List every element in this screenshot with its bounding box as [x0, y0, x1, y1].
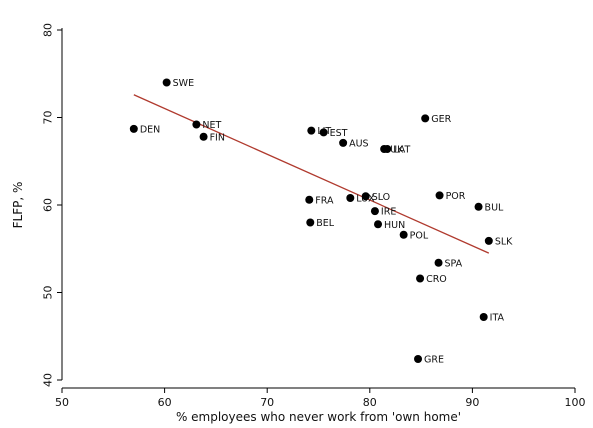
point-bel [306, 218, 315, 227]
point-ire [370, 207, 379, 216]
y-tick-label: 40 [42, 373, 55, 387]
x-tick-label: 50 [55, 396, 69, 409]
x-tick-label: 90 [465, 396, 479, 409]
point-label-bul: BUL [485, 202, 504, 213]
y-axis-title: FLFP, % [11, 182, 25, 229]
y-tick-label: 80 [42, 23, 55, 37]
point-ita [479, 313, 488, 321]
point-label-pol: POL [410, 230, 429, 241]
point-label-aus: AUS [349, 138, 368, 149]
point-label-slo: SLO [372, 192, 390, 203]
point-den [129, 124, 138, 133]
point-label-ger: GER [431, 114, 451, 125]
point-label-por: POR [446, 191, 466, 202]
point-hun [374, 220, 383, 229]
point-swe [162, 78, 171, 87]
point-por [435, 191, 444, 200]
point-label-cro: CRO [426, 274, 447, 285]
point-label-bel: BEL [316, 218, 335, 229]
x-axis-title: % employees who never work from 'own hom… [176, 410, 461, 424]
point-fin [199, 132, 208, 141]
point-label-den: DEN [140, 124, 160, 135]
point-label-ita: ITA [490, 313, 505, 324]
point-slo [361, 192, 370, 201]
point-cro [416, 274, 425, 283]
point-lat [383, 145, 392, 153]
point-label-ire: IRE [381, 207, 396, 218]
x-tick-label: 70 [260, 396, 274, 409]
point-spa [434, 258, 443, 267]
point-label-net: NET [202, 120, 221, 131]
point-bul [474, 202, 483, 211]
point-lit [307, 126, 316, 135]
y-tick-label: 60 [42, 198, 55, 212]
point-label-gre: GRE [424, 355, 444, 366]
point-net [192, 120, 201, 129]
x-tick-label: 100 [565, 396, 586, 409]
point-est [319, 128, 328, 137]
point-gre [414, 355, 423, 363]
point-label-swe: SWE [173, 78, 194, 89]
fit-line-group [133, 94, 490, 254]
point-label-uk: UK [390, 145, 404, 156]
y-tick-label: 50 [42, 286, 55, 300]
point-slk [484, 236, 493, 245]
points-group: SWEDENNETFINLITESTAUSUKLATGERFRALUXSLOIR… [129, 78, 513, 366]
point-pol [399, 230, 408, 239]
x-tick-label: 60 [158, 396, 172, 409]
point-aus [339, 138, 348, 147]
point-label-fin: FIN [210, 132, 225, 143]
point-label-spa: SPA [445, 258, 463, 269]
y-tick-label: 70 [42, 111, 55, 125]
point-label-est: EST [330, 128, 348, 139]
point-fra [305, 195, 314, 204]
point-ger [421, 114, 430, 123]
fit-line [133, 94, 490, 254]
point-label-lat: LAT [393, 145, 410, 156]
point-lux [346, 194, 355, 202]
point-label-hun: HUN [384, 220, 405, 231]
point-label-slk: SLK [495, 236, 513, 247]
point-label-fra: FRA [315, 195, 334, 206]
x-tick-label: 80 [363, 396, 377, 409]
